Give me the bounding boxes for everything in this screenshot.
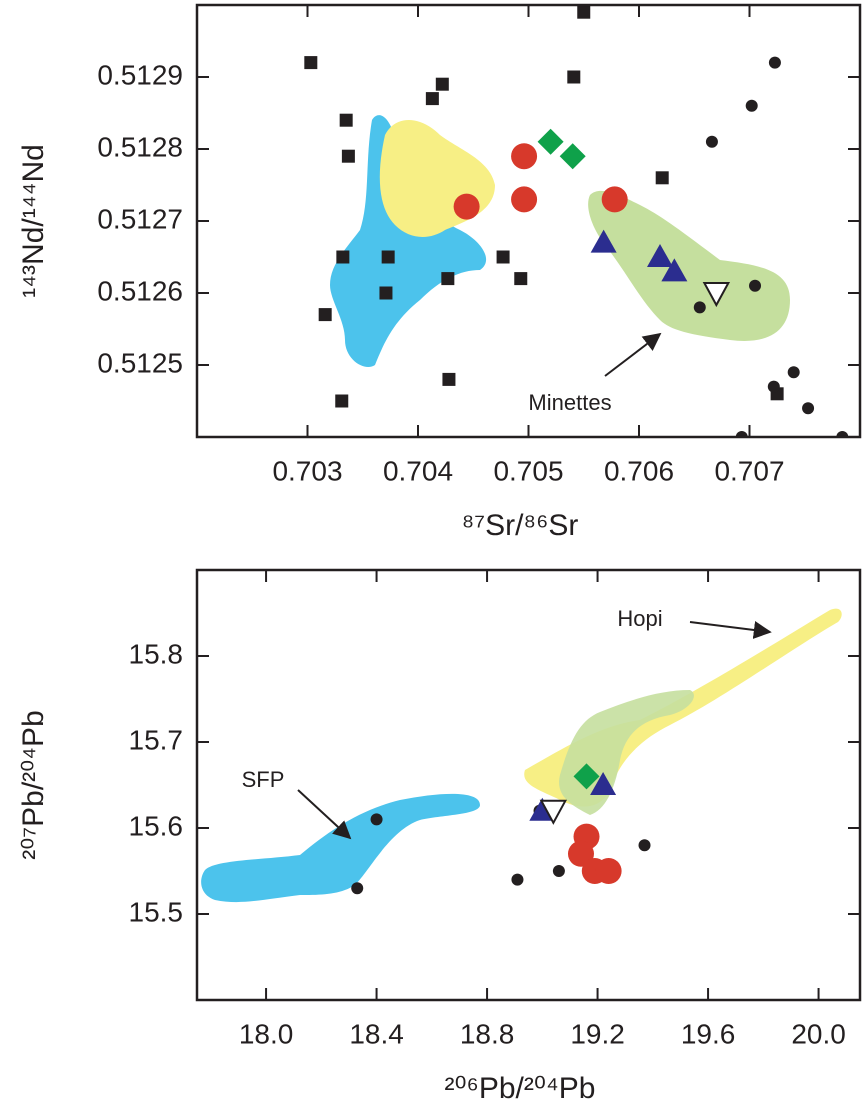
square-point [514, 272, 528, 286]
field-blue [201, 793, 480, 903]
square-point [435, 77, 449, 91]
open-triangle-point [702, 282, 731, 308]
x-tick-label: 18.0 [239, 1018, 294, 1049]
y-tick-label: 15.6 [129, 810, 184, 841]
x-axis-label: ⁸⁷Sr/⁸⁶Sr [462, 509, 579, 542]
triangle-point [590, 229, 617, 253]
x-tick-label: 0.704 [383, 455, 453, 486]
x-tick-label: 0.703 [272, 455, 342, 486]
square-point [441, 272, 455, 286]
field-yellow [379, 120, 495, 237]
diamond-point [559, 143, 586, 170]
dot-point [749, 279, 762, 292]
x-tick-label: 0.706 [604, 455, 674, 486]
plot-area [351, 763, 651, 895]
annotation: Minettes [528, 390, 611, 415]
square-point [577, 5, 591, 19]
diamond-point [573, 763, 600, 790]
y-tick-label: 15.8 [129, 638, 184, 669]
dot-point [552, 865, 565, 877]
y-tick-label: 15.5 [129, 896, 184, 927]
square-point [335, 394, 349, 408]
circle-point [511, 143, 538, 170]
field-blue [330, 115, 487, 368]
circle-point [453, 193, 480, 220]
square-point [339, 113, 353, 127]
square-point [318, 308, 332, 322]
x-tick-label: 0.705 [493, 455, 563, 486]
dot-point [638, 839, 651, 852]
annotation-arrow [604, 332, 662, 377]
circle-point [511, 186, 538, 213]
dot-point [802, 402, 815, 415]
square-point [341, 149, 355, 163]
square-point [379, 286, 393, 300]
square-point [442, 372, 456, 386]
x-tick-label: 19.6 [681, 1018, 736, 1049]
dot-point [745, 99, 758, 112]
dot-point [693, 301, 706, 314]
plot-area [304, 5, 849, 437]
annotation-arrow [297, 789, 352, 840]
field-green [588, 190, 790, 341]
fields-bottom [201, 608, 842, 903]
dot-point [787, 366, 800, 379]
y-tick-label: 0.5126 [97, 275, 183, 306]
y-tick-label: 15.7 [129, 724, 184, 755]
square-point [304, 56, 318, 70]
dot-point [511, 873, 524, 886]
x-tick-label: 19.2 [570, 1018, 625, 1049]
y-tick-label: 0.5125 [97, 347, 183, 378]
square-point [496, 250, 510, 264]
circle-point [595, 858, 622, 884]
y-tick-label: 0.5128 [97, 131, 183, 162]
dot-point [768, 56, 781, 69]
field-green [559, 690, 694, 815]
dot-point [351, 882, 364, 895]
x-tick-label: 0.707 [714, 455, 784, 486]
dot-point [735, 431, 748, 437]
dot-point [767, 380, 780, 393]
annotation-arrow [689, 621, 772, 639]
dot-point [370, 813, 383, 826]
square-point [425, 92, 439, 106]
dot-point [836, 431, 849, 437]
square-point [381, 250, 395, 264]
triangle-point [661, 258, 688, 282]
y-tick-label: 0.5129 [97, 59, 183, 90]
triangle-point [590, 772, 617, 795]
y-axis-label: ¹⁴³Nd/¹⁴⁴Nd [17, 144, 50, 298]
square-point [655, 171, 669, 185]
square-point [336, 250, 350, 264]
x-tick-label: 18.4 [349, 1018, 404, 1049]
open-triangle-point [539, 799, 568, 825]
fields-top [330, 115, 790, 368]
annotation: Hopi [617, 606, 662, 631]
y-tick-label: 0.5127 [97, 203, 183, 234]
circle-point [601, 186, 628, 213]
annotation: SFP [242, 767, 285, 792]
plot-frame [195, 568, 862, 1002]
x-tick-label: 18.8 [460, 1018, 515, 1049]
triangle-point [646, 244, 673, 267]
y-axis-label: ²⁰⁷Pb/²⁰⁴Pb [17, 710, 50, 860]
square-point [567, 70, 581, 84]
x-axis-label: ²⁰⁶Pb/²⁰⁴Pb [445, 1072, 596, 1099]
x-tick-label: 20.0 [791, 1018, 846, 1049]
plot-frame [195, 3, 862, 439]
dot-point [705, 135, 718, 148]
diamond-point [537, 128, 564, 155]
